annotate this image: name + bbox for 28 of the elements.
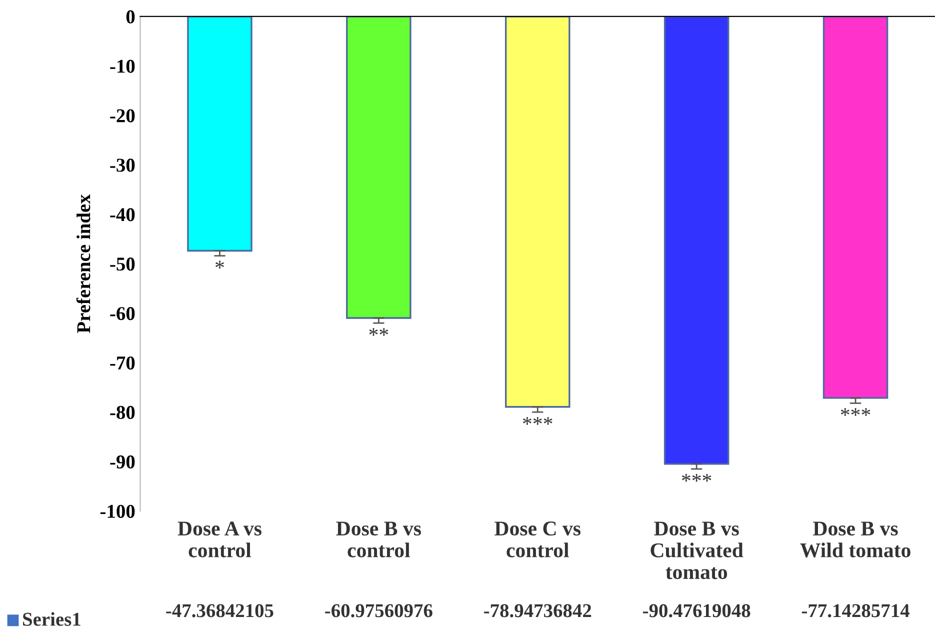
annotation: *** xyxy=(682,474,712,482)
x-tick-label: Dose B vs control xyxy=(336,522,421,558)
x-tick-label: Dose B vs Cultivated tomato xyxy=(650,522,744,580)
annotation: ** xyxy=(369,328,388,336)
y-tick-label: -80 xyxy=(110,406,135,420)
data-label: -90.47619048 xyxy=(643,604,750,618)
y-tick-label: -60 xyxy=(110,307,135,320)
y-tick-label: -100 xyxy=(100,504,135,518)
x-tick-label: Dose B vs Wild tomato xyxy=(800,522,910,558)
x-tick-label: Dose C vs control xyxy=(494,522,581,558)
y-axis-title: Preference index xyxy=(76,194,90,333)
annotation: *** xyxy=(523,417,552,425)
y-tick-label: -30 xyxy=(110,158,135,172)
y-tick-label: 0 xyxy=(126,10,135,24)
text: Series1 xyxy=(23,612,80,626)
y-tick-label: -40 xyxy=(110,208,135,222)
data-label: -78.94736842 xyxy=(484,604,592,618)
annotation: *** xyxy=(840,408,870,416)
y-tick-label: -20 xyxy=(110,109,135,122)
y-tick-label: -90 xyxy=(110,455,135,468)
data-label: -47.36842105 xyxy=(166,604,274,618)
y-tick-label: -70 xyxy=(110,356,135,370)
y-tick-label: -50 xyxy=(110,258,135,271)
data-label: -60.97560976 xyxy=(325,604,432,618)
x-tick-label: Dose A vs control xyxy=(178,522,262,558)
data-label: -77.14285714 xyxy=(802,604,910,618)
annotation: * xyxy=(216,260,224,268)
y-tick-label: -10 xyxy=(110,60,135,73)
